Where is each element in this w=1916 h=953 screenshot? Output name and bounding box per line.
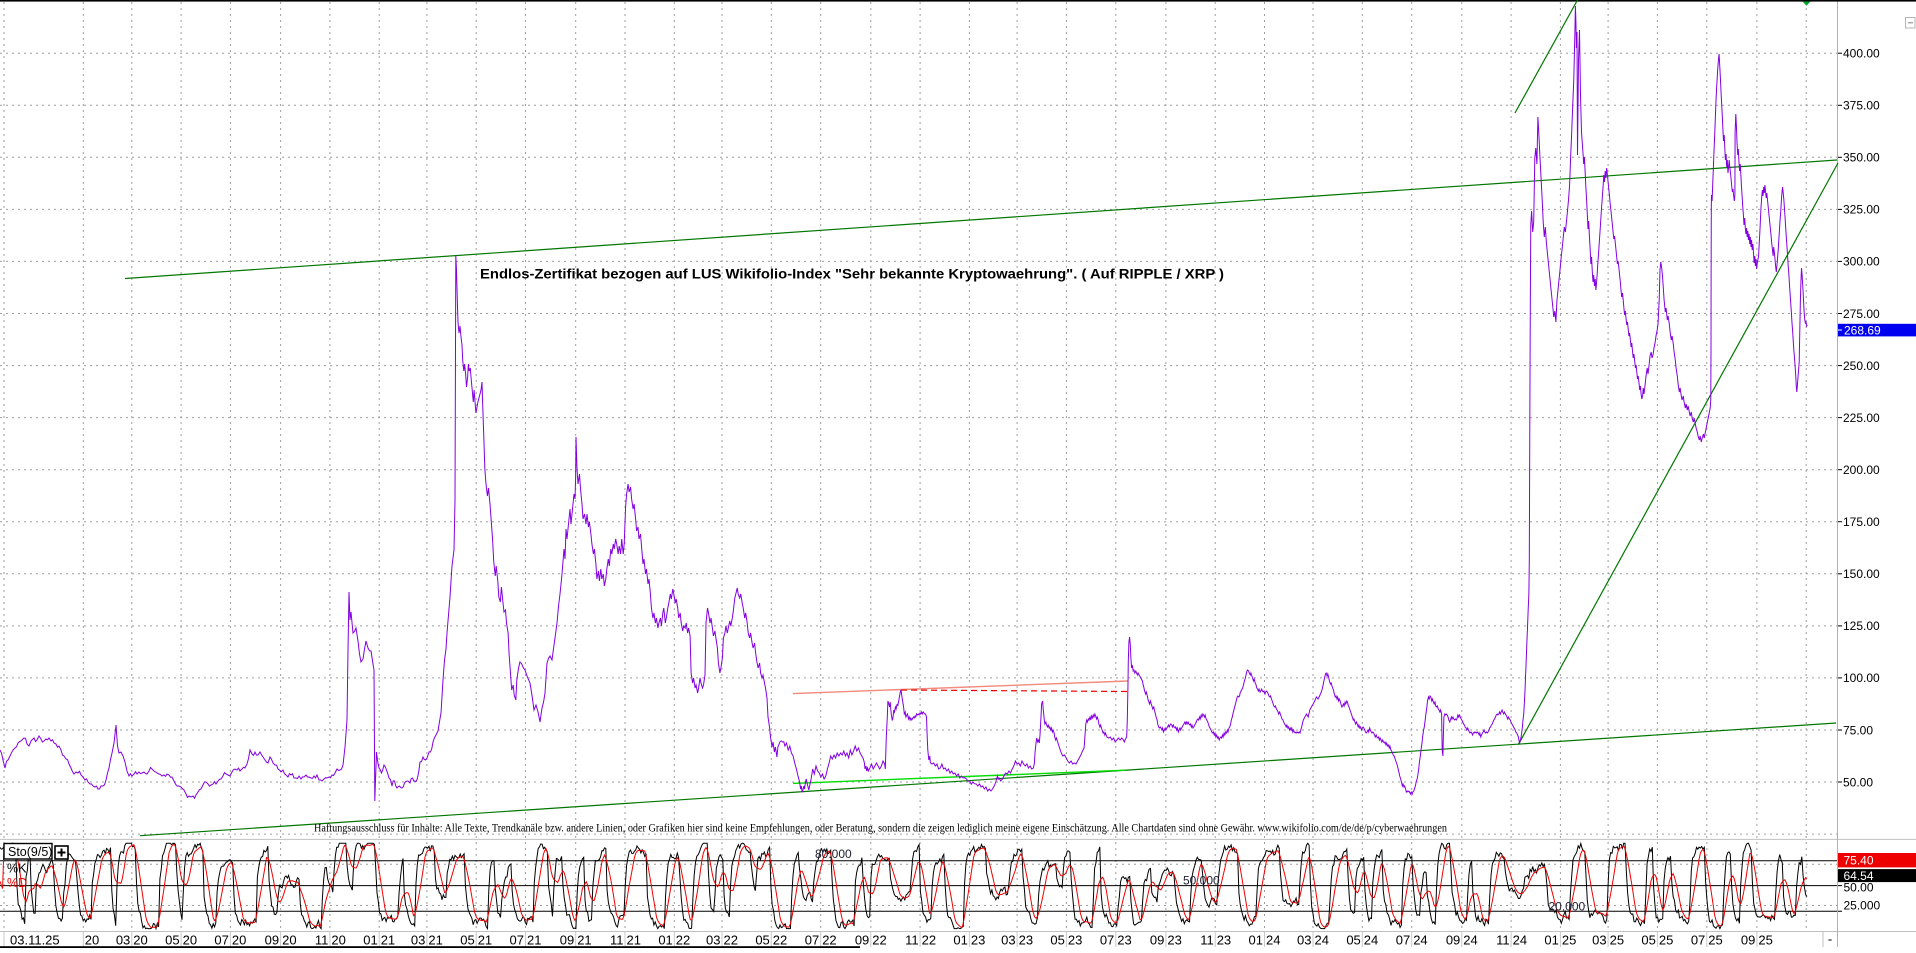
svg-text:07: 07	[1100, 932, 1114, 947]
svg-text:05: 05	[1050, 932, 1064, 947]
svg-text:175.00: 175.00	[1843, 515, 1880, 529]
svg-text:11: 11	[1200, 932, 1214, 947]
svg-text:20: 20	[331, 932, 345, 947]
svg-text:75.00: 75.00	[1843, 723, 1873, 737]
svg-text:75.40: 75.40	[1844, 853, 1874, 867]
svg-text:07: 07	[1396, 932, 1410, 947]
svg-text:275.00: 275.00	[1843, 307, 1880, 321]
svg-text:09: 09	[1150, 932, 1164, 947]
svg-text:Haftungsausschluss für Inhalte: Haftungsausschluss für Inhalte: Alle Tex…	[314, 821, 1447, 835]
svg-text:Endlos-Zertifikat bezogen auf: Endlos-Zertifikat bezogen auf LUS Wikifo…	[480, 266, 1224, 282]
svg-text:03: 03	[1297, 932, 1311, 947]
svg-text:03: 03	[116, 932, 130, 947]
svg-text:-: -	[1828, 932, 1832, 947]
svg-text:400.00: 400.00	[1843, 47, 1880, 61]
svg-text:01: 01	[1544, 932, 1558, 947]
svg-text:23: 23	[1117, 932, 1131, 947]
svg-text:25: 25	[1562, 932, 1576, 947]
svg-text:23: 23	[1167, 932, 1181, 947]
svg-text:11: 11	[1496, 932, 1510, 947]
svg-text:11: 11	[905, 932, 919, 947]
svg-text:20: 20	[232, 932, 246, 947]
svg-text:05: 05	[1641, 932, 1655, 947]
svg-text:25: 25	[1659, 932, 1673, 947]
svg-text:09: 09	[855, 932, 869, 947]
svg-text:20: 20	[133, 932, 147, 947]
svg-text:225.00: 225.00	[1843, 411, 1880, 425]
svg-text:22: 22	[872, 932, 886, 947]
svg-text:05: 05	[755, 932, 769, 947]
svg-text:03: 03	[1592, 932, 1606, 947]
svg-text:150.00: 150.00	[1843, 567, 1880, 581]
svg-text:268.69: 268.69	[1844, 324, 1881, 338]
svg-text:21: 21	[527, 932, 541, 947]
svg-text:21: 21	[627, 932, 641, 947]
svg-text:21: 21	[478, 932, 492, 947]
svg-text:23: 23	[1068, 932, 1082, 947]
svg-text:125.00: 125.00	[1843, 619, 1880, 633]
svg-text:23: 23	[971, 932, 985, 947]
svg-text:03: 03	[1001, 932, 1015, 947]
svg-text:250.00: 250.00	[1843, 359, 1880, 373]
svg-text:03: 03	[411, 932, 425, 947]
svg-text:24: 24	[1315, 932, 1329, 947]
svg-text:01: 01	[658, 932, 672, 947]
svg-text:05: 05	[1346, 932, 1360, 947]
svg-text:07: 07	[1691, 932, 1705, 947]
svg-text:375.00: 375.00	[1843, 99, 1880, 113]
svg-text:01: 01	[1249, 932, 1263, 947]
svg-text:05: 05	[165, 932, 179, 947]
svg-text:21: 21	[381, 932, 395, 947]
svg-text:24: 24	[1513, 932, 1527, 947]
svg-text:350.00: 350.00	[1843, 151, 1880, 165]
svg-text:25.000: 25.000	[1844, 899, 1881, 913]
svg-text:Sto(9/5): Sto(9/5)	[8, 845, 52, 859]
svg-text:300.00: 300.00	[1843, 255, 1880, 269]
svg-text:23: 23	[1019, 932, 1033, 947]
svg-text:20: 20	[282, 932, 296, 947]
svg-text:80.000: 80.000	[815, 847, 852, 861]
svg-text:200.00: 200.00	[1843, 463, 1880, 477]
svg-text:%K: %K	[7, 862, 27, 876]
svg-text:07: 07	[510, 932, 524, 947]
svg-text:50.000: 50.000	[1183, 874, 1220, 888]
svg-text:07: 07	[214, 932, 228, 947]
svg-text:05: 05	[460, 932, 474, 947]
svg-text:22: 22	[676, 932, 690, 947]
svg-text:325.00: 325.00	[1843, 203, 1880, 217]
svg-text:09: 09	[1741, 932, 1755, 947]
svg-text:22: 22	[822, 932, 836, 947]
svg-text:01: 01	[953, 932, 967, 947]
svg-text:64.54: 64.54	[1844, 869, 1874, 883]
svg-text:50.00: 50.00	[1843, 775, 1873, 789]
svg-text:11: 11	[315, 932, 329, 947]
svg-text:20: 20	[183, 932, 197, 947]
svg-text:20.000: 20.000	[1549, 899, 1586, 913]
svg-text:20: 20	[85, 932, 99, 947]
svg-text:22: 22	[922, 932, 936, 947]
svg-text:100.00: 100.00	[1843, 671, 1880, 685]
svg-text:11: 11	[610, 932, 624, 947]
svg-text:24: 24	[1266, 932, 1280, 947]
svg-text:22: 22	[724, 932, 738, 947]
svg-text:%D: %D	[7, 876, 27, 890]
svg-text:07: 07	[805, 932, 819, 947]
svg-text:03: 03	[706, 932, 720, 947]
svg-text:21: 21	[577, 932, 591, 947]
svg-text:25: 25	[1610, 932, 1624, 947]
svg-text:09: 09	[265, 932, 279, 947]
svg-text:25: 25	[1708, 932, 1722, 947]
svg-text:21: 21	[428, 932, 442, 947]
svg-text:23: 23	[1217, 932, 1231, 947]
svg-text:50.00: 50.00	[1844, 880, 1874, 894]
svg-text:25: 25	[1758, 932, 1772, 947]
svg-text:09: 09	[560, 932, 574, 947]
svg-text:24: 24	[1463, 932, 1477, 947]
svg-text:24: 24	[1364, 932, 1378, 947]
svg-text:22: 22	[773, 932, 787, 947]
svg-text:24: 24	[1413, 932, 1427, 947]
svg-text:09: 09	[1446, 932, 1460, 947]
svg-text:01: 01	[363, 932, 377, 947]
svg-text:03.11.25: 03.11.25	[10, 932, 60, 947]
